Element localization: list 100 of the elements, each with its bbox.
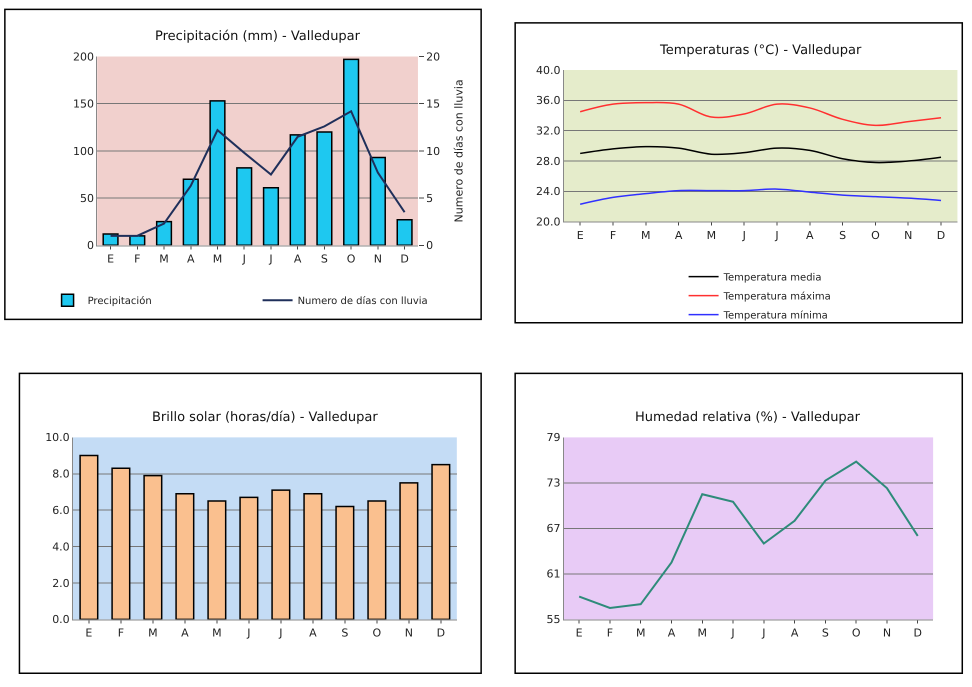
y-tick-label: 100	[73, 144, 94, 158]
bar	[156, 220, 172, 246]
legend-label: Numero de días con lluvia	[298, 296, 428, 308]
x-tick-label: E	[107, 252, 114, 266]
x-tick-label: F	[118, 626, 124, 640]
x-tick-label: M	[698, 626, 708, 640]
y-tick-label: 73	[546, 476, 561, 490]
x-tick-label: A	[186, 252, 195, 266]
x-tick-label: A	[790, 626, 799, 640]
line-series	[110, 110, 406, 237]
x-tick-label: J	[268, 252, 273, 266]
y-tick-label: 0.0	[52, 613, 70, 626]
x-tick-label: S	[320, 252, 328, 266]
y-tick-label: 6.0	[52, 504, 70, 517]
y2-axis-title: Numero de días con lluvia	[452, 79, 466, 222]
y-tick-label: 67	[546, 522, 561, 536]
bar	[370, 156, 386, 246]
y2-tick-label: 20	[426, 50, 440, 64]
x-tick-label: D	[936, 228, 946, 242]
bar	[396, 219, 413, 246]
bar	[367, 500, 386, 620]
bar	[335, 506, 354, 620]
x-tick-label: A	[806, 228, 814, 242]
y2-tick-label: 10	[426, 144, 440, 158]
x-tick-label: E	[576, 626, 583, 640]
x-tick-label: O	[852, 626, 861, 640]
x-tick-label: F	[606, 626, 614, 640]
line-series	[579, 188, 942, 205]
x-tick-label: S	[341, 626, 348, 640]
bar	[102, 233, 119, 246]
chart-title: Precipitación (mm) - Valledupar	[155, 29, 361, 44]
x-tick-label: N	[904, 228, 912, 242]
legend-label: Temperatura media	[722, 272, 822, 284]
bar	[399, 482, 418, 620]
legend-label: Temperatura mínima	[722, 310, 828, 322]
bar	[303, 493, 322, 620]
x-tick-label: D	[913, 626, 922, 640]
y2-tick-label: 15	[426, 98, 440, 111]
y-tick-label: 40.0	[536, 64, 561, 77]
x-tick-label: S	[822, 626, 829, 640]
bar	[316, 131, 333, 246]
line-series	[579, 102, 942, 126]
x-tick-label: M	[641, 228, 651, 242]
y-tick-label: 2.0	[52, 576, 70, 590]
bar	[271, 489, 290, 620]
chart-title: Temperaturas (°C) - Valledupar	[659, 43, 862, 58]
bar	[290, 134, 306, 246]
chart-title: Brillo solar (horas/día) - Valledupar	[152, 410, 378, 425]
y-tick-label: 32.0	[536, 124, 561, 138]
y-tick-label: 4.0	[52, 540, 70, 554]
y2-tick-label: 0	[426, 239, 434, 252]
chart-title: Humedad relativa (%) - Valledupar	[635, 410, 861, 425]
x-tick-label: O	[871, 228, 880, 242]
x-tick-label: M	[159, 252, 169, 266]
x-tick-label: D	[400, 252, 409, 266]
bar	[343, 58, 360, 246]
line-series	[578, 460, 919, 609]
x-tick-label: M	[212, 626, 222, 640]
bar	[431, 464, 450, 620]
y-tick-label: 20.0	[536, 216, 561, 229]
x-tick-label: J	[246, 626, 250, 640]
bar	[182, 178, 199, 246]
x-tick-label: J	[730, 626, 735, 640]
x-tick-label: F	[610, 228, 616, 242]
x-tick-label: A	[181, 626, 190, 640]
legend-label: Precipitación	[88, 296, 152, 308]
y-tick-label: 0	[87, 239, 94, 252]
x-tick-label: M	[636, 626, 646, 640]
x-tick-label: A	[309, 626, 318, 640]
y-tick-label: 10.0	[45, 431, 70, 444]
x-tick-label: J	[742, 228, 746, 242]
y-tick-label: 79	[546, 431, 561, 444]
y2-tick-label: 5	[426, 192, 434, 205]
x-tick-label: J	[774, 228, 779, 242]
x-tick-label: J	[761, 626, 766, 640]
bar	[111, 468, 130, 620]
bar	[209, 100, 226, 246]
y-tick-label: 55	[546, 613, 561, 626]
line-series	[579, 146, 942, 164]
y-tick-label: 24.0	[536, 185, 561, 198]
x-tick-label: M	[212, 252, 222, 266]
x-tick-label: A	[674, 228, 683, 242]
bar	[239, 496, 258, 620]
x-tick-label: O	[372, 626, 382, 640]
bar	[262, 186, 280, 246]
bar	[79, 454, 98, 620]
x-tick-label: M	[148, 626, 158, 640]
x-tick-label: A	[294, 252, 302, 266]
y-tick-label: 61	[546, 568, 561, 581]
y-tick-label: 36.0	[536, 94, 561, 108]
y-tick-label: 8.0	[52, 468, 70, 481]
bar	[175, 493, 194, 620]
x-tick-label: E	[576, 228, 584, 242]
x-tick-label: J	[278, 626, 282, 640]
x-tick-label: S	[839, 228, 846, 242]
bar	[236, 167, 252, 246]
bar	[207, 500, 226, 620]
x-tick-label: A	[668, 626, 676, 640]
y-tick-label: 28.0	[536, 154, 561, 168]
x-tick-label: O	[346, 252, 356, 266]
